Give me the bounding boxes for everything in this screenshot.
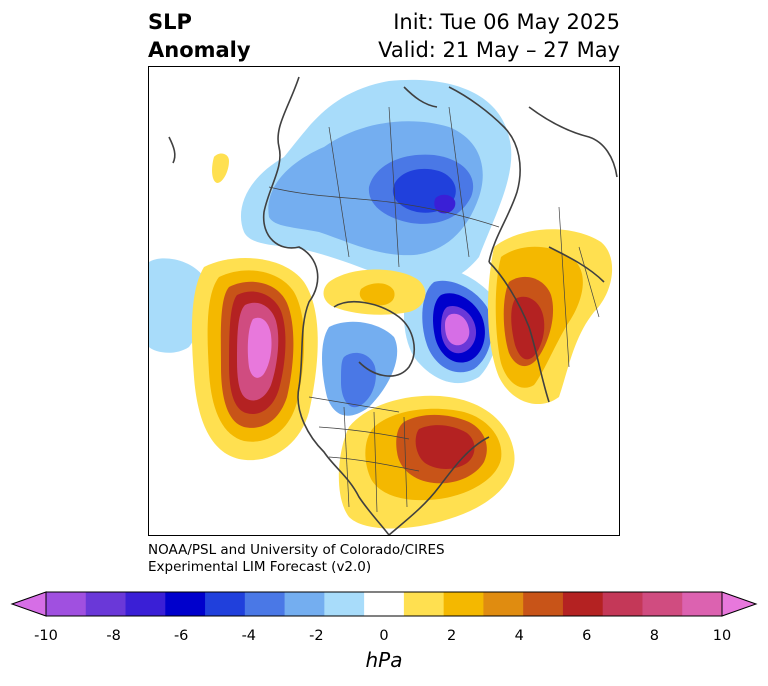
- colorbar-segment: [523, 592, 564, 616]
- colorbar-segment: [85, 592, 127, 616]
- colorbar-tick-label: -10: [34, 628, 58, 644]
- anomaly-pos-eastus-4: [415, 425, 475, 469]
- map-panel: [148, 66, 620, 536]
- credit-line-2: Experimental LIM Forecast (v2.0): [148, 559, 372, 575]
- colorbar-tick-label: 10: [712, 628, 732, 644]
- slp-anomaly-map: [149, 76, 618, 535]
- colorbar-segment: [244, 592, 286, 616]
- init-date: Init: Tue 06 May 2025: [393, 10, 620, 34]
- colorbar-tick-label: 6: [582, 628, 592, 644]
- anomaly-pos-small: [212, 153, 229, 183]
- colorbar-tick-label: -8: [106, 628, 121, 644]
- colorbar-segment: [324, 592, 365, 616]
- colorbar-tick-label: 2: [446, 628, 457, 644]
- anomaly-neg-arctic-5: [434, 194, 456, 214]
- title-right: Init: Tue 06 May 2025 Valid: 21 May – 27…: [378, 8, 620, 64]
- colorbar-unit: hPa: [365, 648, 403, 672]
- colorbar-segment: [364, 592, 405, 616]
- colorbar-segment: [284, 592, 325, 616]
- anomaly-pos-hudson-2: [359, 283, 395, 306]
- title-slp: SLP: [148, 10, 192, 34]
- colorbar-segment: [483, 592, 524, 616]
- credit-line-1: NOAA/PSL and University of Colorado/CIRE…: [148, 542, 445, 558]
- colorbar-segment: [165, 592, 206, 616]
- colorbar-tick-label: 8: [649, 628, 660, 644]
- anomaly-pos-europe-4: [511, 296, 545, 360]
- colorbar-segment: [125, 592, 166, 616]
- title-left: SLP Anomaly: [148, 8, 251, 64]
- colorbar-segment: [46, 592, 87, 616]
- colorbar-tick-label: -2: [309, 628, 324, 644]
- colorbar-tick-label: 0: [379, 628, 389, 644]
- colorbar-tick-label: -6: [173, 628, 189, 644]
- colorbar-segment: [205, 592, 246, 616]
- country-borders: [268, 106, 600, 513]
- colorbar-tick-label: -4: [241, 628, 257, 644]
- colorbar-segment: [602, 592, 643, 616]
- anomaly-neg-atlantic-5: [445, 313, 470, 346]
- title-anomaly: Anomaly: [148, 38, 251, 62]
- anomaly-pos-pacific-6: [247, 317, 272, 378]
- colorbar-segment: [562, 592, 604, 616]
- colorbar-tick-label: 4: [514, 628, 524, 644]
- coastlines: [168, 76, 618, 535]
- colorbar-arrow-left: [10, 591, 47, 617]
- colorbar-frame: [45, 591, 723, 617]
- anomaly-neg-central-2: [341, 352, 376, 408]
- colorbar-segment: [642, 592, 683, 616]
- colorbar-segment: [403, 592, 445, 616]
- credit-text: NOAA/PSL and University of Colorado/CIRE…: [148, 542, 445, 576]
- colorbar-arrow-right: [721, 591, 758, 617]
- colorbar-segment: [443, 592, 484, 616]
- colorbar: [10, 591, 758, 617]
- valid-range: Valid: 21 May – 27 May: [378, 38, 620, 62]
- colorbar-segment: [682, 592, 723, 616]
